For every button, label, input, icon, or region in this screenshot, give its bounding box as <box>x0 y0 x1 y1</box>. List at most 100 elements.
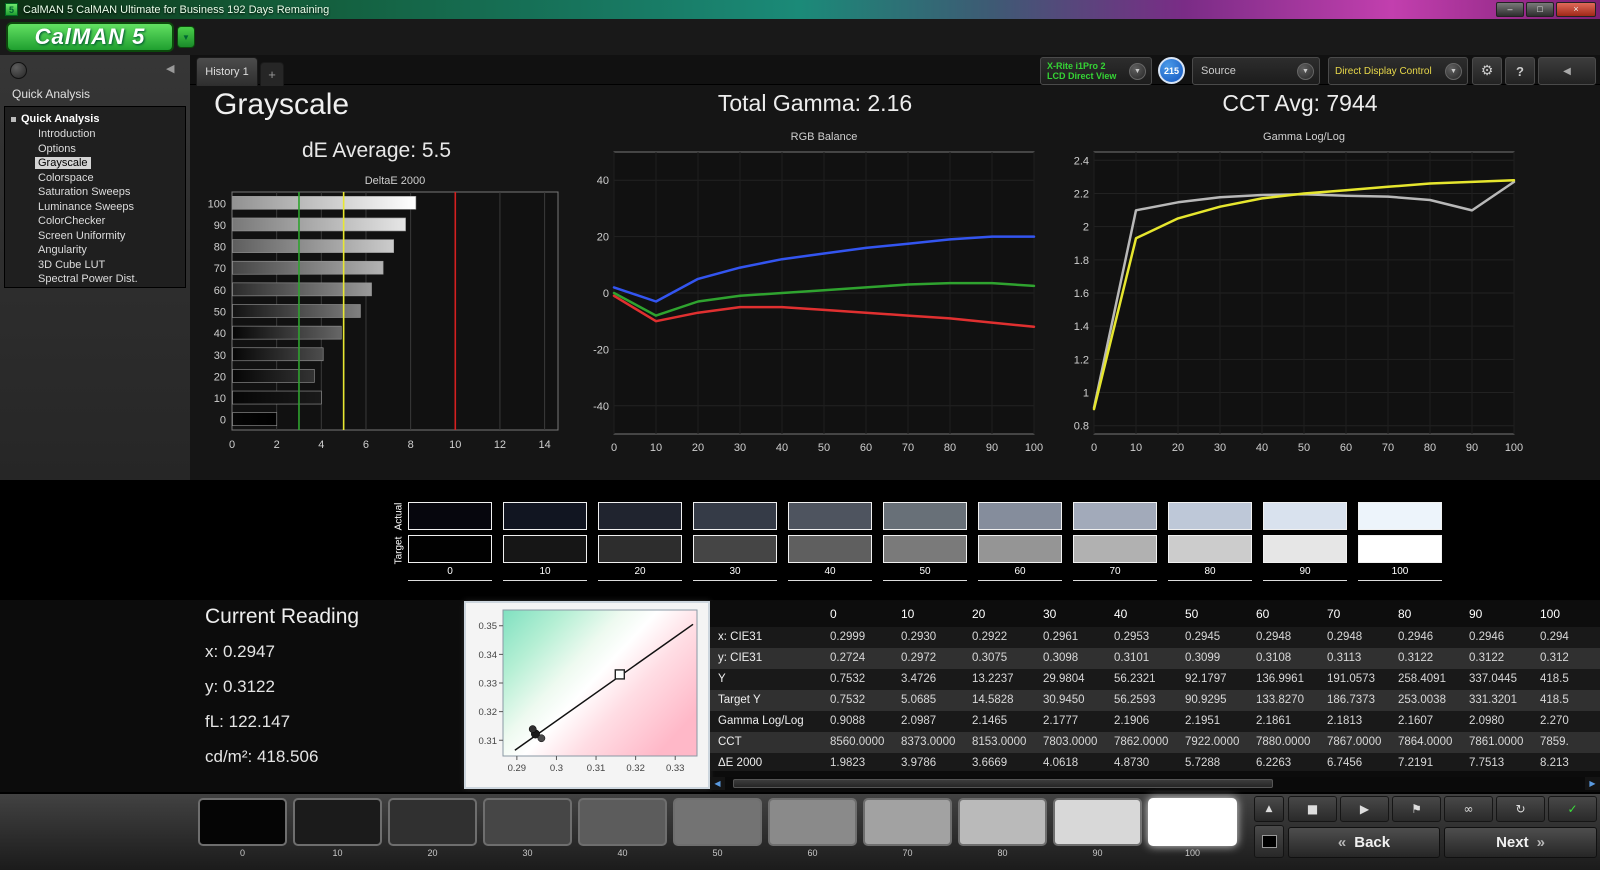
display-control-dropdown[interactable]: Direct Display Control ▼ <box>1328 57 1468 85</box>
svg-text:6: 6 <box>363 439 369 451</box>
sidebar-item-spectral-power-dist-[interactable]: Spectral Power Dist. <box>38 273 138 285</box>
table-header-row: 0 10 20 30 40 50 60 70 80 90 100 <box>710 601 1600 627</box>
accept-button[interactable]: ✓ <box>1548 796 1597 822</box>
sidebar-item-luminance-sweeps[interactable]: Luminance Sweeps <box>38 200 135 213</box>
svg-text:8: 8 <box>408 439 414 451</box>
scroll-right-button[interactable]: ▶ <box>1585 777 1600 790</box>
scrollbar-thumb[interactable] <box>733 779 1273 788</box>
table-cell: 13.2237 <box>972 673 1014 685</box>
minimize-button[interactable]: – <box>1496 2 1524 17</box>
sidebar-item-colorspace[interactable]: Colorspace <box>38 171 94 184</box>
level-swatch <box>1053 798 1142 846</box>
sidebar-item-colorchecker[interactable]: ColorChecker <box>38 215 106 227</box>
svg-text:0.35: 0.35 <box>479 621 498 632</box>
level-button-70[interactable]: 70 <box>863 798 952 858</box>
sidebar-item-saturation-sweeps[interactable]: Saturation Sweeps <box>38 186 131 198</box>
sidebar-item-grayscale[interactable]: Grayscale <box>5 156 185 171</box>
level-button-40[interactable]: 40 <box>578 798 667 858</box>
strip-level-label: 20 <box>598 566 682 581</box>
level-swatch <box>578 798 667 846</box>
table-horizontal-scrollbar[interactable]: ◀ ▶ <box>710 777 1600 790</box>
table-cell: 7861.0000 <box>1469 736 1524 748</box>
level-button-80[interactable]: 80 <box>958 798 1047 858</box>
table-cell: 56.2593 <box>1114 694 1156 706</box>
loop-button[interactable]: ↻ <box>1496 796 1545 822</box>
strip-level-label: 100 <box>1358 566 1442 581</box>
sidebar-item-options[interactable]: Options <box>38 142 76 155</box>
sidebar-item-3d-cube-lut[interactable]: 3D Cube LUT <box>38 258 106 271</box>
level-button-label: 60 <box>807 848 818 858</box>
svg-text:0: 0 <box>611 442 617 454</box>
sidebar-item-introduction[interactable]: Introduction <box>38 128 96 140</box>
svg-text:80: 80 <box>944 442 956 454</box>
results-table: 0 10 20 30 40 50 60 70 80 90 100 x: CIE31 0.2999 0.29… <box>710 601 1600 771</box>
collapse-panel-button[interactable]: ◀ <box>1538 57 1596 85</box>
level-button-50[interactable]: 50 <box>673 798 762 858</box>
svg-text:40: 40 <box>597 175 609 187</box>
level-button-100[interactable]: 100 <box>1148 798 1237 858</box>
pattern-up-button[interactable]: ▲ <box>1254 796 1284 822</box>
table-cell: 253.0038 <box>1398 694 1446 706</box>
help-button[interactable]: ? <box>1505 57 1535 85</box>
svg-text:30: 30 <box>1214 442 1226 454</box>
stop-button[interactable]: ■ <box>1288 796 1337 822</box>
sidebar-item-quick-analysis-root[interactable]: Quick Analysis <box>5 112 185 127</box>
level-button-20[interactable]: 20 <box>388 798 477 858</box>
svg-text:12: 12 <box>494 439 506 451</box>
table-cell: 258.4091 <box>1398 673 1446 685</box>
svg-text:60: 60 <box>860 442 872 454</box>
table-cell: 0.3122 <box>1469 652 1505 664</box>
table-cell: 7862.0000 <box>1114 736 1169 748</box>
table-cell: 0.9088 <box>830 715 866 727</box>
level-button-0[interactable]: 0 <box>198 798 287 858</box>
svg-text:0: 0 <box>1091 442 1097 454</box>
continuous-button[interactable]: ∞ <box>1444 796 1493 822</box>
level-button-label: 10 <box>332 848 343 858</box>
next-button[interactable]: Next » <box>1444 827 1597 858</box>
table-cell: 2.0987 <box>901 715 937 727</box>
svg-text:0.3: 0.3 <box>550 763 563 774</box>
close-button[interactable]: × <box>1556 2 1596 17</box>
play-button[interactable]: ▶ <box>1340 796 1389 822</box>
svg-text:10: 10 <box>1130 442 1142 454</box>
table-cell: 0.2953 <box>1114 631 1150 643</box>
svg-text:60: 60 <box>1340 442 1352 454</box>
table-cell: 2.1607 <box>1398 715 1434 727</box>
restore-button[interactable]: □ <box>1526 2 1554 17</box>
logo-dropdown-button[interactable]: ▼ <box>177 26 195 48</box>
table-header-cell: 10 <box>901 607 915 621</box>
table-cell: 186.7373 <box>1327 694 1375 706</box>
level-button-10[interactable]: 10 <box>293 798 382 858</box>
svg-text:1.8: 1.8 <box>1074 255 1089 267</box>
table-header-cell: 90 <box>1469 607 1483 621</box>
cct-average-value: CCT Avg: 7944 <box>1222 90 1378 116</box>
pattern-window-toggle[interactable] <box>1254 825 1284 858</box>
level-button-30[interactable]: 30 <box>483 798 572 858</box>
scroll-left-button[interactable]: ◀ <box>710 777 725 790</box>
sidebar-collapse-button[interactable]: ◀ <box>166 62 175 75</box>
table-cell: 2.1906 <box>1114 715 1150 727</box>
nav-back-button[interactable] <box>10 62 27 79</box>
flag-button[interactable]: ⚑ <box>1392 796 1441 822</box>
table-cell: 0.3098 <box>1043 652 1079 664</box>
new-tab-button[interactable]: + <box>260 62 284 86</box>
table-cell: 4.0618 <box>1043 757 1079 769</box>
svg-text:-40: -40 <box>593 401 609 413</box>
sidebar-item-angularity[interactable]: Angularity <box>38 244 87 256</box>
table-row: y: CIE31 0.2724 0.2972 0.3075 0.3098 0.3101 0.… <box>710 648 1600 669</box>
level-button-60[interactable]: 60 <box>768 798 857 858</box>
strip-level-label: 70 <box>1073 566 1157 581</box>
back-button[interactable]: « Back <box>1288 827 1440 858</box>
table-row-label: y: CIE31 <box>718 652 763 664</box>
svg-text:80: 80 <box>214 242 226 254</box>
history-tab[interactable]: History 1 <box>196 57 258 86</box>
source-dropdown[interactable]: Source ▼ <box>1192 57 1320 85</box>
settings-button[interactable]: ⚙ <box>1472 57 1502 85</box>
level-swatch <box>388 798 477 846</box>
actual-swatch-50 <box>883 502 967 530</box>
table-cell: 0.2961 <box>1043 631 1079 643</box>
level-button-90[interactable]: 90 <box>1053 798 1142 858</box>
reading-y-value: y: 0.3122 <box>205 677 275 696</box>
sidebar-item-screen-uniformity[interactable]: Screen Uniformity <box>38 229 126 242</box>
meter-dropdown[interactable]: X-Rite i1Pro 2 LCD Direct View ▼ <box>1040 57 1152 85</box>
